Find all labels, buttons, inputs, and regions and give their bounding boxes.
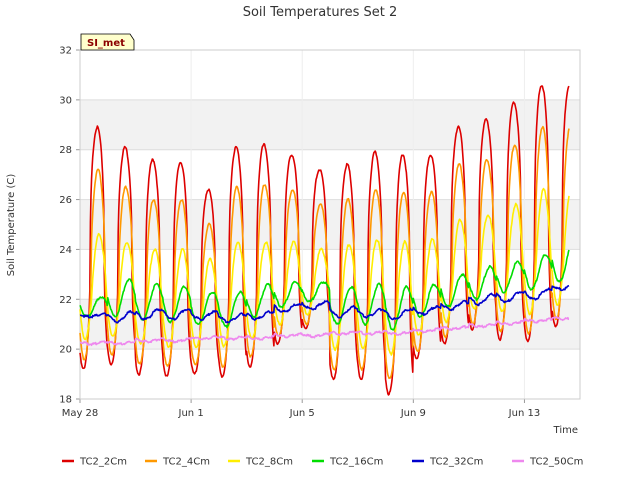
x-tick-label: Jun 5 [289, 408, 315, 419]
series-line-tc2-50cm [79, 316, 570, 347]
legend: TC2_2Cm TC2_4Cm TC2_8Cm TC2_16Cm TC2_32Cm TC2… [62, 457, 583, 468]
legend-label: TC2_16Cm [329, 457, 383, 468]
legend-label: TC2_2Cm [79, 457, 127, 468]
x-tick-label: Jun 9 [400, 408, 426, 419]
legend-label: TC2_32Cm [429, 457, 483, 468]
series-line-tc2-4cm [79, 125, 570, 380]
chart-title: Soil Temperatures Set 2 [243, 5, 398, 20]
series-line-tc2-32cm [79, 284, 570, 324]
background-band [80, 99, 580, 150]
x-axis-ticks: May 28 Jun 1 Jun 5 Jun 9 Jun 13 [62, 399, 540, 419]
y-tick-label: 18 [59, 395, 72, 406]
legend-label: TC2_4Cm [162, 457, 210, 468]
y-tick-label: 22 [59, 295, 72, 306]
x-tick-label: May 28 [62, 408, 99, 419]
x-tick-label: Jun 13 [508, 408, 541, 419]
badge-label: SI_met [87, 38, 125, 49]
y-tick-label: 24 [59, 245, 72, 256]
series-line-tc2-2cm [79, 85, 570, 396]
si-met-badge: SI_met [80, 33, 135, 51]
x-axis-label: Time [553, 425, 578, 436]
y-tick-label: 26 [59, 195, 72, 206]
y-tick-label: 20 [59, 345, 72, 356]
y-axis-label: Soil Temperature (C) [6, 174, 17, 277]
y-tick-label: 28 [59, 145, 72, 156]
series-line-tc2-16cm [79, 249, 570, 331]
badge-shape [80, 33, 135, 51]
x-tick-label: Jun 1 [178, 408, 204, 419]
y-axis-ticks: 18 20 22 24 26 28 30 32 [59, 46, 80, 406]
background-band [80, 199, 580, 250]
legend-label: TC2_8Cm [245, 457, 293, 468]
plot-frame [79, 49, 581, 400]
y-tick-label: 30 [59, 95, 72, 106]
y-tick-label: 32 [59, 46, 72, 57]
legend-label: TC2_50Cm [529, 457, 583, 468]
series-lines [79, 85, 570, 396]
